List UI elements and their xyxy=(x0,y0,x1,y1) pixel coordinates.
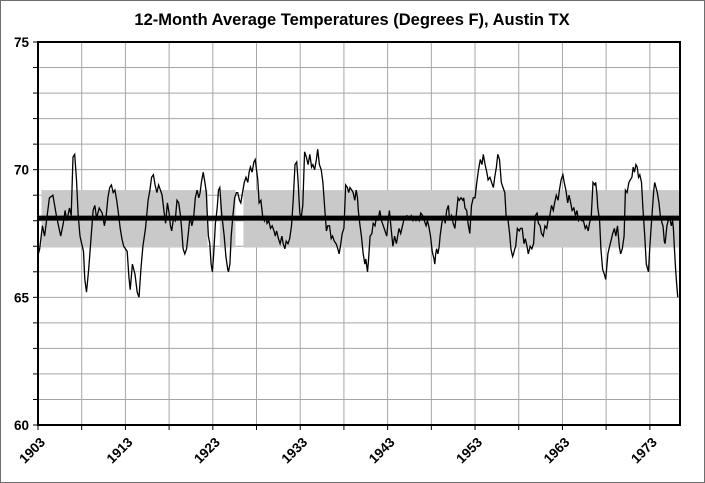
y-axis-label: 70 xyxy=(14,163,29,178)
x-axis-label: 1973 xyxy=(628,434,660,466)
x-axis-label: 1943 xyxy=(366,434,398,466)
x-axis-label: 1953 xyxy=(453,434,485,466)
y-axis-label: 60 xyxy=(14,418,29,433)
y-axis-label: 65 xyxy=(14,290,30,305)
x-axis-label: 1923 xyxy=(191,434,223,466)
x-axis-label: 1903 xyxy=(16,434,48,466)
plot-frame xyxy=(37,41,681,426)
x-axis-label: 1913 xyxy=(104,434,136,466)
x-axis-label: 1933 xyxy=(278,434,310,466)
y-axis-label: 75 xyxy=(14,35,30,50)
temperature-line xyxy=(37,149,679,298)
chart-title: 12-Month Average Temperatures (Degrees F… xyxy=(134,11,569,29)
x-axis-label: 1963 xyxy=(541,434,573,466)
